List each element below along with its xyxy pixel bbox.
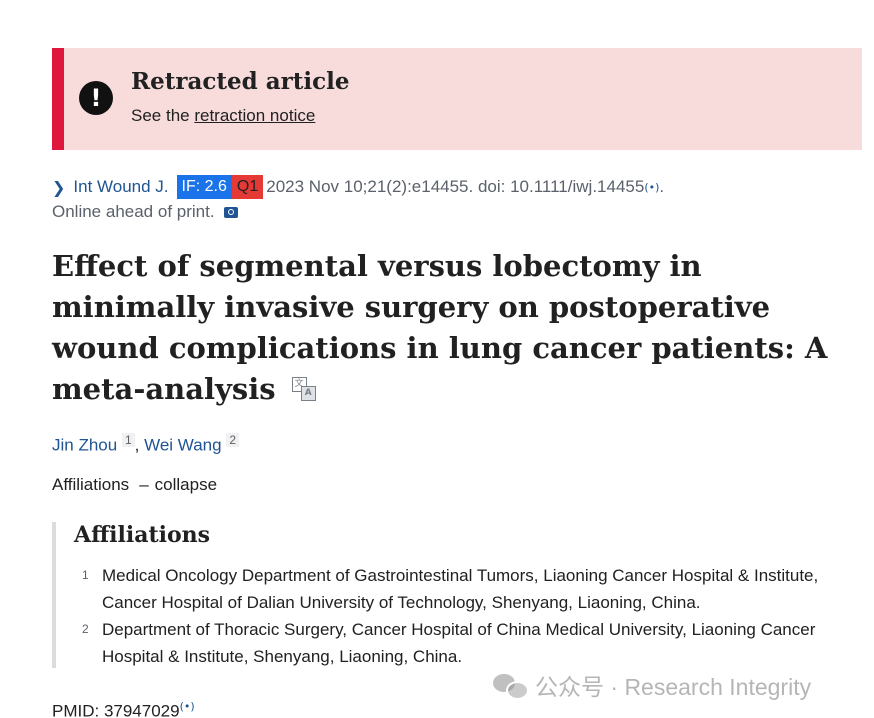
article-title: Effect of segmental versus lobectomy in … — [52, 246, 842, 410]
watermark-text: 公众号 · Research Integrity — [535, 674, 812, 700]
citation-end: . — [659, 177, 665, 196]
affiliations-toggle-label: Affiliations — [52, 475, 130, 494]
signal-icon: (•) — [644, 180, 660, 194]
affiliation-item: 2 Department of Thoracic Surgery, Cancer… — [82, 616, 872, 670]
author-list: Jin Zhou 1, Wei Wang 2 — [52, 433, 239, 456]
affiliation-number: 2 — [82, 622, 89, 636]
quartile-badge: Q1 — [231, 175, 264, 199]
affiliation-number: 1 — [82, 568, 89, 582]
affiliation-item: 1 Medical Oncology Department of Gastroi… — [82, 562, 872, 616]
impact-factor-badge: IF: 2.6 — [176, 175, 232, 199]
retraction-notice-link[interactable]: retraction notice — [194, 106, 316, 125]
affiliations-heading: Affiliations — [74, 522, 211, 548]
banner-subtitle: See the retraction notice — [131, 106, 315, 126]
chevron-right-icon[interactable]: ❯ — [52, 177, 66, 197]
online-text: Online ahead of print. — [52, 202, 215, 221]
pmid-text: PMID: 37947029 — [52, 701, 180, 718]
affiliation-text: Department of Thoracic Surgery, Cancer H… — [102, 620, 816, 666]
translate-icon[interactable]: 文 A — [291, 377, 316, 401]
banner-prefix: See the — [131, 106, 190, 125]
affiliation-text: Medical Oncology Department of Gastroint… — [102, 566, 819, 612]
author-link[interactable]: Wei Wang — [144, 435, 222, 455]
camera-icon[interactable] — [224, 207, 239, 219]
citation-line: ❯ Int Wound J. IF: 2.6 Q1 2023 Nov 10;21… — [52, 174, 664, 200]
article-title-text: Effect of segmental versus lobectomy in … — [52, 249, 828, 406]
exclamation-icon: ! — [79, 81, 113, 115]
watermark: 公众号 · Research Integrity — [493, 668, 811, 702]
author-link[interactable]: Jin Zhou — [52, 435, 118, 455]
affiliation-marker[interactable]: 1 — [121, 433, 135, 447]
signal-icon: (•) — [179, 700, 195, 713]
banner-title: Retracted article — [131, 68, 350, 95]
pmid: PMID: 37947029(•) — [52, 700, 195, 718]
affiliations-toggle[interactable]: Affiliations – collapse — [52, 475, 217, 495]
retraction-banner: ! Retracted article See the retraction n… — [52, 48, 862, 150]
affiliations-panel: Affiliations 1 Medical Oncology Departme… — [52, 522, 871, 668]
toggle-dash: – — [139, 475, 149, 494]
online-ahead-of-print: Online ahead of print. — [52, 202, 239, 222]
author-separator: , — [134, 435, 140, 455]
journal-link[interactable]: Int Wound J. — [73, 177, 169, 196]
wechat-logo-icon — [493, 672, 529, 700]
affiliation-marker[interactable]: 2 — [226, 433, 239, 447]
citation-details: 2023 Nov 10;21(2):e14455. doi: 10.1111/i… — [266, 177, 645, 196]
collapse-button[interactable]: collapse — [154, 475, 218, 494]
